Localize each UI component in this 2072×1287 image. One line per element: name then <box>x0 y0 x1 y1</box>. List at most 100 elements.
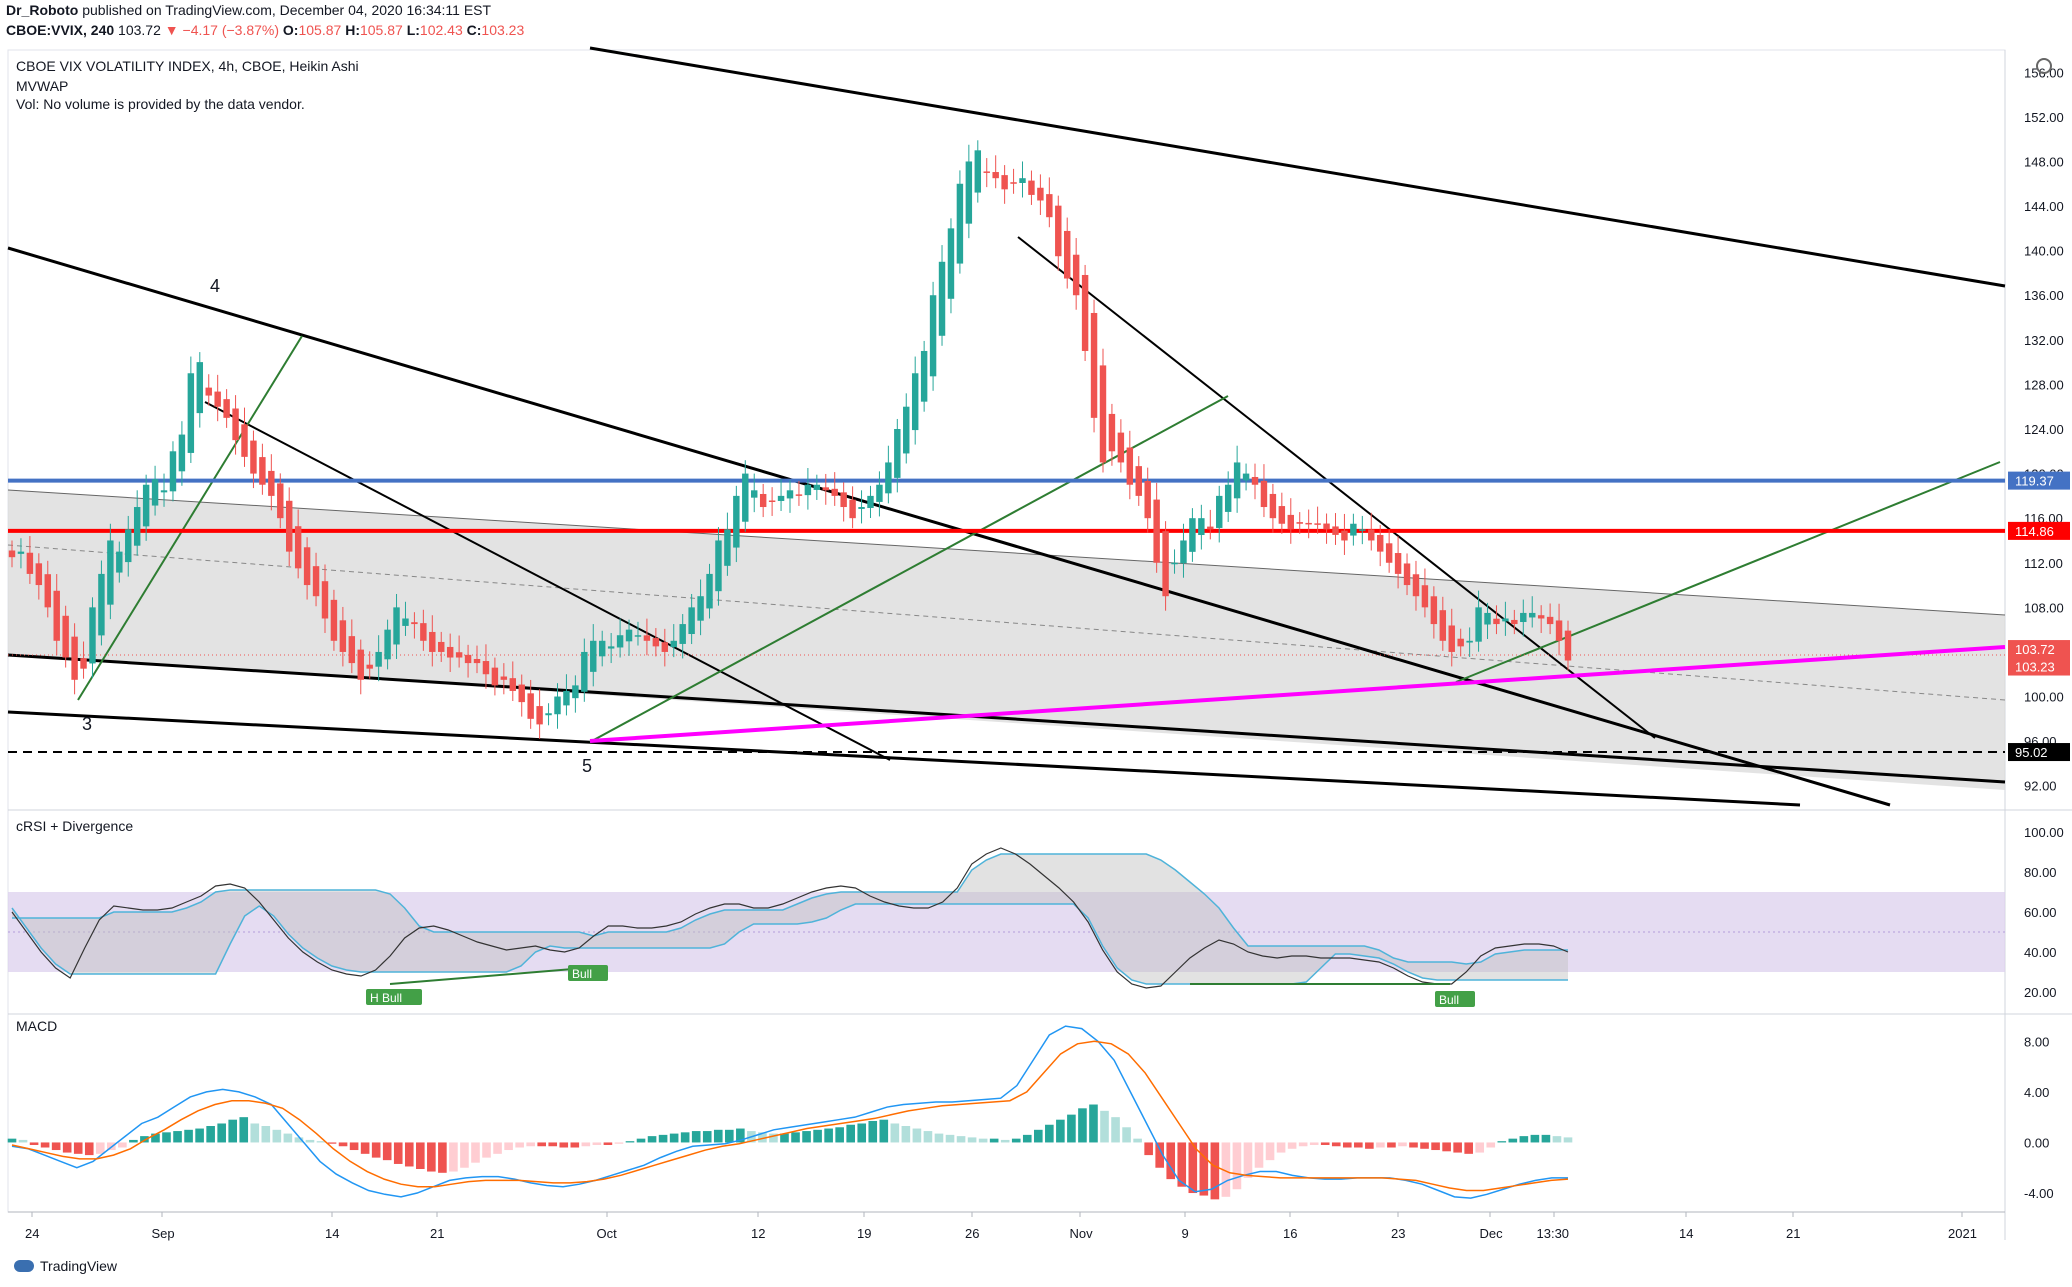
macd-histogram-bar <box>416 1142 425 1170</box>
price-label-text: 103.23 <box>2015 660 2055 675</box>
macd-histogram-bar <box>581 1142 591 1147</box>
macd-histogram-bar <box>967 1137 977 1143</box>
macd-histogram-bar <box>1387 1142 1396 1148</box>
macd-histogram-bar <box>515 1142 524 1148</box>
macd-histogram-bar <box>1199 1142 1209 1196</box>
candle-body <box>652 638 660 647</box>
time-tick-label: 26 <box>965 1226 979 1241</box>
macd-histogram-bar <box>40 1142 50 1148</box>
mvwap-legend[interactable]: MVWAP <box>16 78 69 94</box>
macd-histogram-bar <box>1000 1139 1010 1143</box>
candle-body <box>294 526 302 569</box>
macd-pane-title[interactable]: MACD <box>16 1018 58 1034</box>
macd-histogram-bar <box>1398 1142 1407 1147</box>
candle-body <box>321 581 329 619</box>
macd-histogram-bar <box>1530 1134 1540 1143</box>
macd-histogram-bar <box>1155 1142 1164 1168</box>
macd-histogram-bar <box>1111 1117 1120 1143</box>
candle-body <box>1233 462 1241 499</box>
price-label-tag <box>2008 640 2070 659</box>
price-label-text: 95.02 <box>2015 745 2048 760</box>
candle-body <box>849 499 856 519</box>
ohlc-line: CBOE:VVIX, 240 103.72 ▼ −4.17 (−3.87%) O… <box>6 22 524 38</box>
wedge-base-line <box>7 710 1801 807</box>
candle-body <box>277 483 284 519</box>
macd-histogram-bar <box>636 1138 646 1143</box>
macd-histogram-bar <box>217 1123 226 1143</box>
tradingview-cloud-icon <box>14 1260 34 1272</box>
candle-body <box>885 462 892 494</box>
crsi-tick-label: 80.00 <box>2024 865 2057 880</box>
crsi-pane-title[interactable]: cRSI + Divergence <box>16 818 134 834</box>
symbol-label: CBOE:VVIX, 240 <box>6 22 115 38</box>
macd-histogram-bar <box>1287 1142 1297 1149</box>
candle-body <box>250 440 257 474</box>
candle-body <box>590 640 597 672</box>
candle-body <box>232 408 239 441</box>
down-trend-line-b <box>1017 236 1656 739</box>
candle-body <box>1421 585 1429 608</box>
macd-histogram-bar <box>1045 1124 1054 1143</box>
candle-body <box>1162 531 1169 597</box>
volume-legend[interactable]: Vol: No volume is provided by the data v… <box>16 96 305 112</box>
candle-body <box>938 261 946 336</box>
candle-body <box>634 635 642 637</box>
candle-body <box>1242 473 1250 481</box>
macd-histogram-bar <box>1067 1114 1076 1143</box>
candle-body <box>1001 175 1008 190</box>
macd-histogram-bar <box>680 1132 690 1143</box>
macd-histogram-bar <box>1431 1142 1440 1151</box>
candle-body <box>393 607 400 645</box>
macd-tick-label: 0.00 <box>2024 1135 2049 1150</box>
macd-histogram-bar <box>945 1134 955 1143</box>
macd-histogram-bar <box>360 1142 370 1154</box>
candle-body <box>1430 596 1438 625</box>
candle-body <box>903 406 910 454</box>
price-tick-label: 128.00 <box>2024 377 2064 392</box>
tradingview-brand[interactable]: TradingView <box>14 1258 117 1274</box>
candle-body <box>375 651 382 667</box>
price-label-tag <box>2008 521 2070 540</box>
candle-body <box>1368 529 1375 541</box>
candle-body <box>330 599 338 641</box>
macd-histogram-bar <box>438 1142 447 1173</box>
divergence-label: Bull <box>1439 993 1459 1007</box>
candle-body <box>563 690 570 706</box>
macd-histogram-bar <box>316 1141 326 1143</box>
price-tick-label: 132.00 <box>2024 333 2064 348</box>
price-label-text: 114.86 <box>2015 524 2054 539</box>
candle-body <box>840 492 847 508</box>
open-value: 105.87 <box>298 22 342 38</box>
macd-histogram-bar <box>603 1142 613 1145</box>
divergence-label: H Bull <box>370 991 402 1005</box>
candle-body <box>509 678 517 691</box>
price-label-text: 103.72 <box>2015 642 2055 657</box>
candle-body <box>831 488 838 496</box>
macd-histogram-bar <box>62 1142 72 1153</box>
candle-body <box>1144 481 1151 519</box>
macd-histogram-bar <box>250 1123 260 1143</box>
crsi-tick-label: 20.00 <box>2024 985 2057 1000</box>
macd-histogram-bar <box>890 1123 900 1143</box>
candle-body <box>366 664 373 669</box>
candle-body <box>1180 540 1187 564</box>
candle-body <box>1412 574 1420 597</box>
candle-body <box>1493 618 1500 625</box>
change-down-icon: ▼ <box>164 22 179 38</box>
macd-histogram-bar <box>1078 1108 1087 1143</box>
macd-histogram-bar <box>382 1142 392 1161</box>
candle-body <box>751 490 758 498</box>
gear-icon <box>2036 58 2052 74</box>
candle-body <box>178 434 186 472</box>
macd-histogram-bar <box>1100 1110 1109 1143</box>
series-title[interactable]: CBOE VIX VOLATILITY INDEX, 4h, CBOE, Hei… <box>16 58 359 74</box>
candle-body <box>1439 610 1447 641</box>
macd-histogram-bar <box>1177 1142 1187 1187</box>
candle-body <box>1216 495 1223 528</box>
candle-body <box>867 495 874 508</box>
candle-body <box>438 641 445 652</box>
candle-body <box>661 642 669 652</box>
time-tick-label: 23 <box>1391 1226 1405 1241</box>
candle-body <box>89 607 96 664</box>
macd-histogram-bar <box>780 1133 789 1143</box>
